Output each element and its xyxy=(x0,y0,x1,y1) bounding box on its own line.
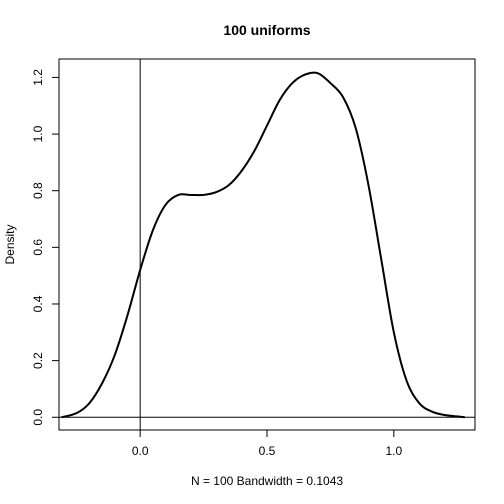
y-axis-label: Density xyxy=(3,224,17,264)
chart-title: 100 uniforms xyxy=(223,22,310,38)
reference-lines xyxy=(59,59,475,430)
y-tick-label: 0.2 xyxy=(31,352,45,369)
y-tick-label: 1.2 xyxy=(31,69,45,86)
x-tick-label: 1.0 xyxy=(385,444,402,458)
y-tick-label: 1.0 xyxy=(31,125,45,142)
y-tick-label: 0.4 xyxy=(31,295,45,312)
density-line xyxy=(61,71,465,419)
y-axis: 0.0 0.2 0.4 0.6 0.8 1.0 1.2 xyxy=(31,69,59,426)
y-tick-label: 0.0 xyxy=(31,409,45,426)
plot-frame xyxy=(58,58,476,431)
x-axis: 0.0 0.5 1.0 xyxy=(132,430,402,458)
x-tick-label: 0.0 xyxy=(132,444,149,458)
x-tick-label: 0.5 xyxy=(259,444,276,458)
y-tick-label: 0.6 xyxy=(31,239,45,256)
x-axis-label: N = 100 Bandwidth = 0.1043 xyxy=(191,474,343,488)
y-tick-label: 0.8 xyxy=(31,182,45,199)
